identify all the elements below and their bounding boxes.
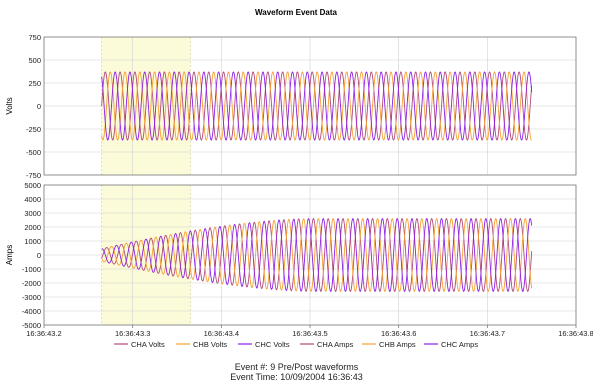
x-tick-label: 16:36:43.8 — [558, 329, 593, 338]
y-axis-label: Amps — [5, 245, 14, 265]
legend-label: CHC Amps — [441, 340, 478, 349]
x-tick-label: 16:36:43.2 — [26, 329, 61, 338]
y-tick-label: 5000 — [24, 181, 41, 190]
y-tick-label: -3000 — [22, 293, 41, 302]
series-cha-amps — [101, 217, 533, 293]
y-tick-label: -500 — [26, 148, 41, 157]
x-tick-label: 16:36:43.3 — [115, 329, 150, 338]
series-cha-volts — [101, 71, 533, 141]
y-tick-label: 750 — [28, 33, 41, 42]
x-tick-label: 16:36:43.7 — [470, 329, 505, 338]
y-tick-label: -4000 — [22, 307, 41, 316]
event-number-text: Event #: 9 Pre/Post waveforms — [234, 362, 359, 372]
y-tick-label: 0 — [37, 102, 41, 111]
y-tick-label: 4000 — [24, 195, 41, 204]
y-tick-label: 500 — [28, 56, 41, 65]
y-axis-label: Volts — [5, 97, 14, 114]
event-time-text: Event Time: 10/09/2004 16:36:43 — [230, 372, 363, 382]
y-tick-label: 2000 — [24, 223, 41, 232]
x-tick-label: 16:36:43.5 — [292, 329, 327, 338]
legend-label: CHA Volts — [131, 340, 165, 349]
legend-label: CHC Volts — [255, 340, 290, 349]
y-tick-label: 1000 — [24, 237, 41, 246]
y-tick-label: 0 — [37, 251, 41, 260]
y-tick-label: 3000 — [24, 209, 41, 218]
y-tick-label: 250 — [28, 79, 41, 88]
series-chc-amps — [101, 217, 533, 293]
y-tick-label: -750 — [26, 171, 41, 180]
y-tick-label: -2000 — [22, 279, 41, 288]
x-tick-label: 16:36:43.6 — [381, 329, 416, 338]
series-chc-volts — [101, 71, 533, 141]
y-tick-label: -5000 — [22, 321, 41, 330]
panel-frame — [43, 36, 577, 176]
legend-label: CHB Amps — [379, 340, 416, 349]
x-tick-label: 16:36:43.4 — [204, 329, 239, 338]
chart-title: Waveform Event Data — [255, 8, 338, 17]
y-tick-label: -1000 — [22, 265, 41, 274]
legend-label: CHB Volts — [193, 340, 227, 349]
series-chb-amps — [101, 217, 533, 293]
y-tick-label: -250 — [26, 125, 41, 134]
legend-label: CHA Amps — [317, 340, 354, 349]
